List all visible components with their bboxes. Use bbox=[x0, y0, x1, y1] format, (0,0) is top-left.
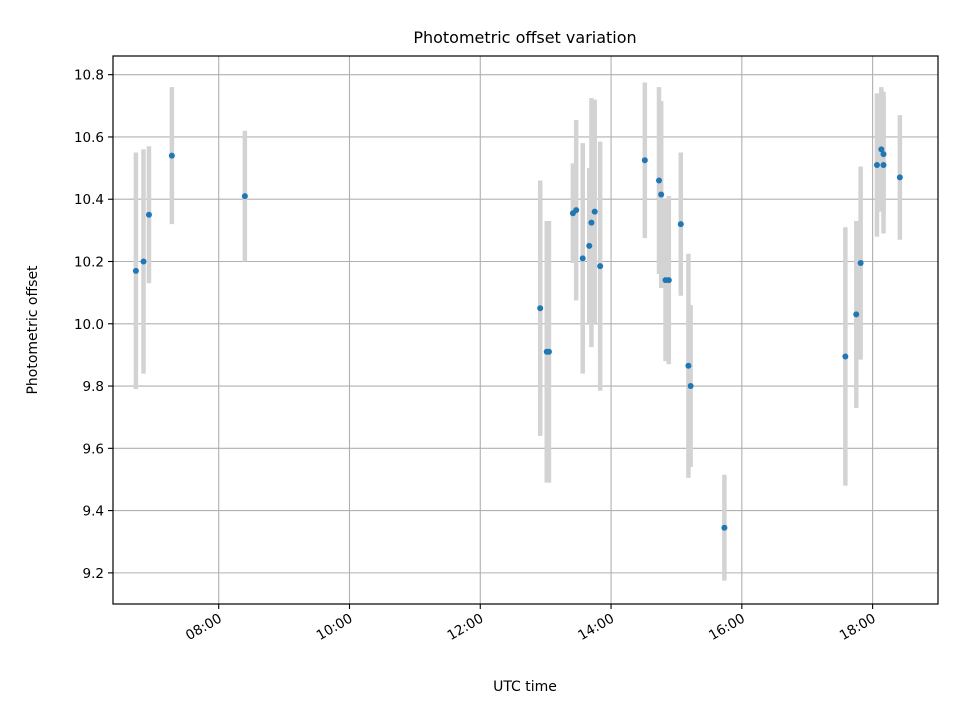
y-tick-label: 9.8 bbox=[83, 379, 104, 395]
data-point bbox=[132, 267, 139, 274]
data-point bbox=[880, 161, 887, 168]
data-point bbox=[537, 305, 544, 312]
data-point bbox=[145, 211, 152, 218]
data-point bbox=[586, 242, 593, 249]
x-axis-label: UTC time bbox=[493, 679, 557, 695]
y-tick-label: 9.2 bbox=[83, 566, 104, 582]
data-point bbox=[573, 207, 580, 214]
point-layer bbox=[132, 146, 903, 531]
y-tick-label: 10.6 bbox=[74, 130, 104, 146]
y-tick-label: 9.6 bbox=[83, 441, 104, 457]
y-tick-label: 10.4 bbox=[74, 192, 104, 208]
y-tick-label: 10.2 bbox=[74, 255, 104, 271]
y-tick-label: 10.8 bbox=[74, 68, 104, 84]
data-point bbox=[545, 348, 552, 355]
data-point bbox=[641, 157, 648, 164]
data-point bbox=[687, 383, 694, 390]
data-point bbox=[665, 277, 672, 284]
data-point bbox=[140, 258, 147, 265]
y-axis-label: Photometric offset bbox=[25, 265, 41, 395]
data-point bbox=[896, 174, 903, 181]
data-point bbox=[579, 255, 586, 262]
data-point bbox=[677, 221, 684, 228]
grid-layer bbox=[113, 56, 938, 604]
y-tick-label: 9.4 bbox=[83, 504, 104, 520]
data-point bbox=[656, 177, 663, 184]
data-point bbox=[588, 219, 595, 226]
data-point bbox=[241, 193, 248, 200]
chart-title: Photometric offset variation bbox=[413, 28, 636, 47]
data-point bbox=[685, 362, 692, 369]
data-point bbox=[853, 311, 860, 318]
data-point bbox=[842, 353, 849, 360]
plot-frame bbox=[112, 55, 939, 605]
data-point bbox=[878, 146, 885, 153]
data-point bbox=[658, 191, 665, 198]
data-point bbox=[597, 263, 604, 270]
y-tick-label: 10.0 bbox=[74, 317, 104, 333]
data-point bbox=[873, 161, 880, 168]
data-point bbox=[721, 524, 728, 531]
data-point bbox=[168, 152, 175, 159]
data-point bbox=[591, 208, 598, 215]
data-point bbox=[880, 151, 887, 158]
data-point bbox=[857, 260, 864, 267]
